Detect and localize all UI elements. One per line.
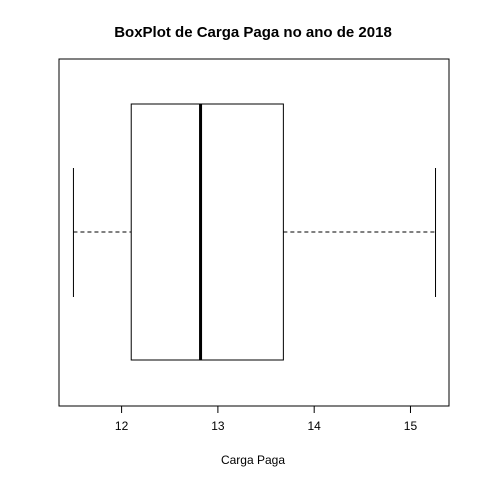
x-tick-label: 12 [115, 419, 129, 433]
x-axis-label: Carga Paga [221, 453, 285, 467]
boxplot-box-group [72, 103, 437, 361]
x-tick-label: 15 [404, 419, 418, 433]
x-tick-label: 13 [211, 419, 225, 433]
x-axis: 12 13 14 15 [115, 405, 418, 433]
chart-title: BoxPlot de Carga Paga no ano de 2018 [114, 24, 392, 41]
interquartile-box [130, 103, 284, 361]
x-tick-label: 14 [308, 419, 322, 433]
